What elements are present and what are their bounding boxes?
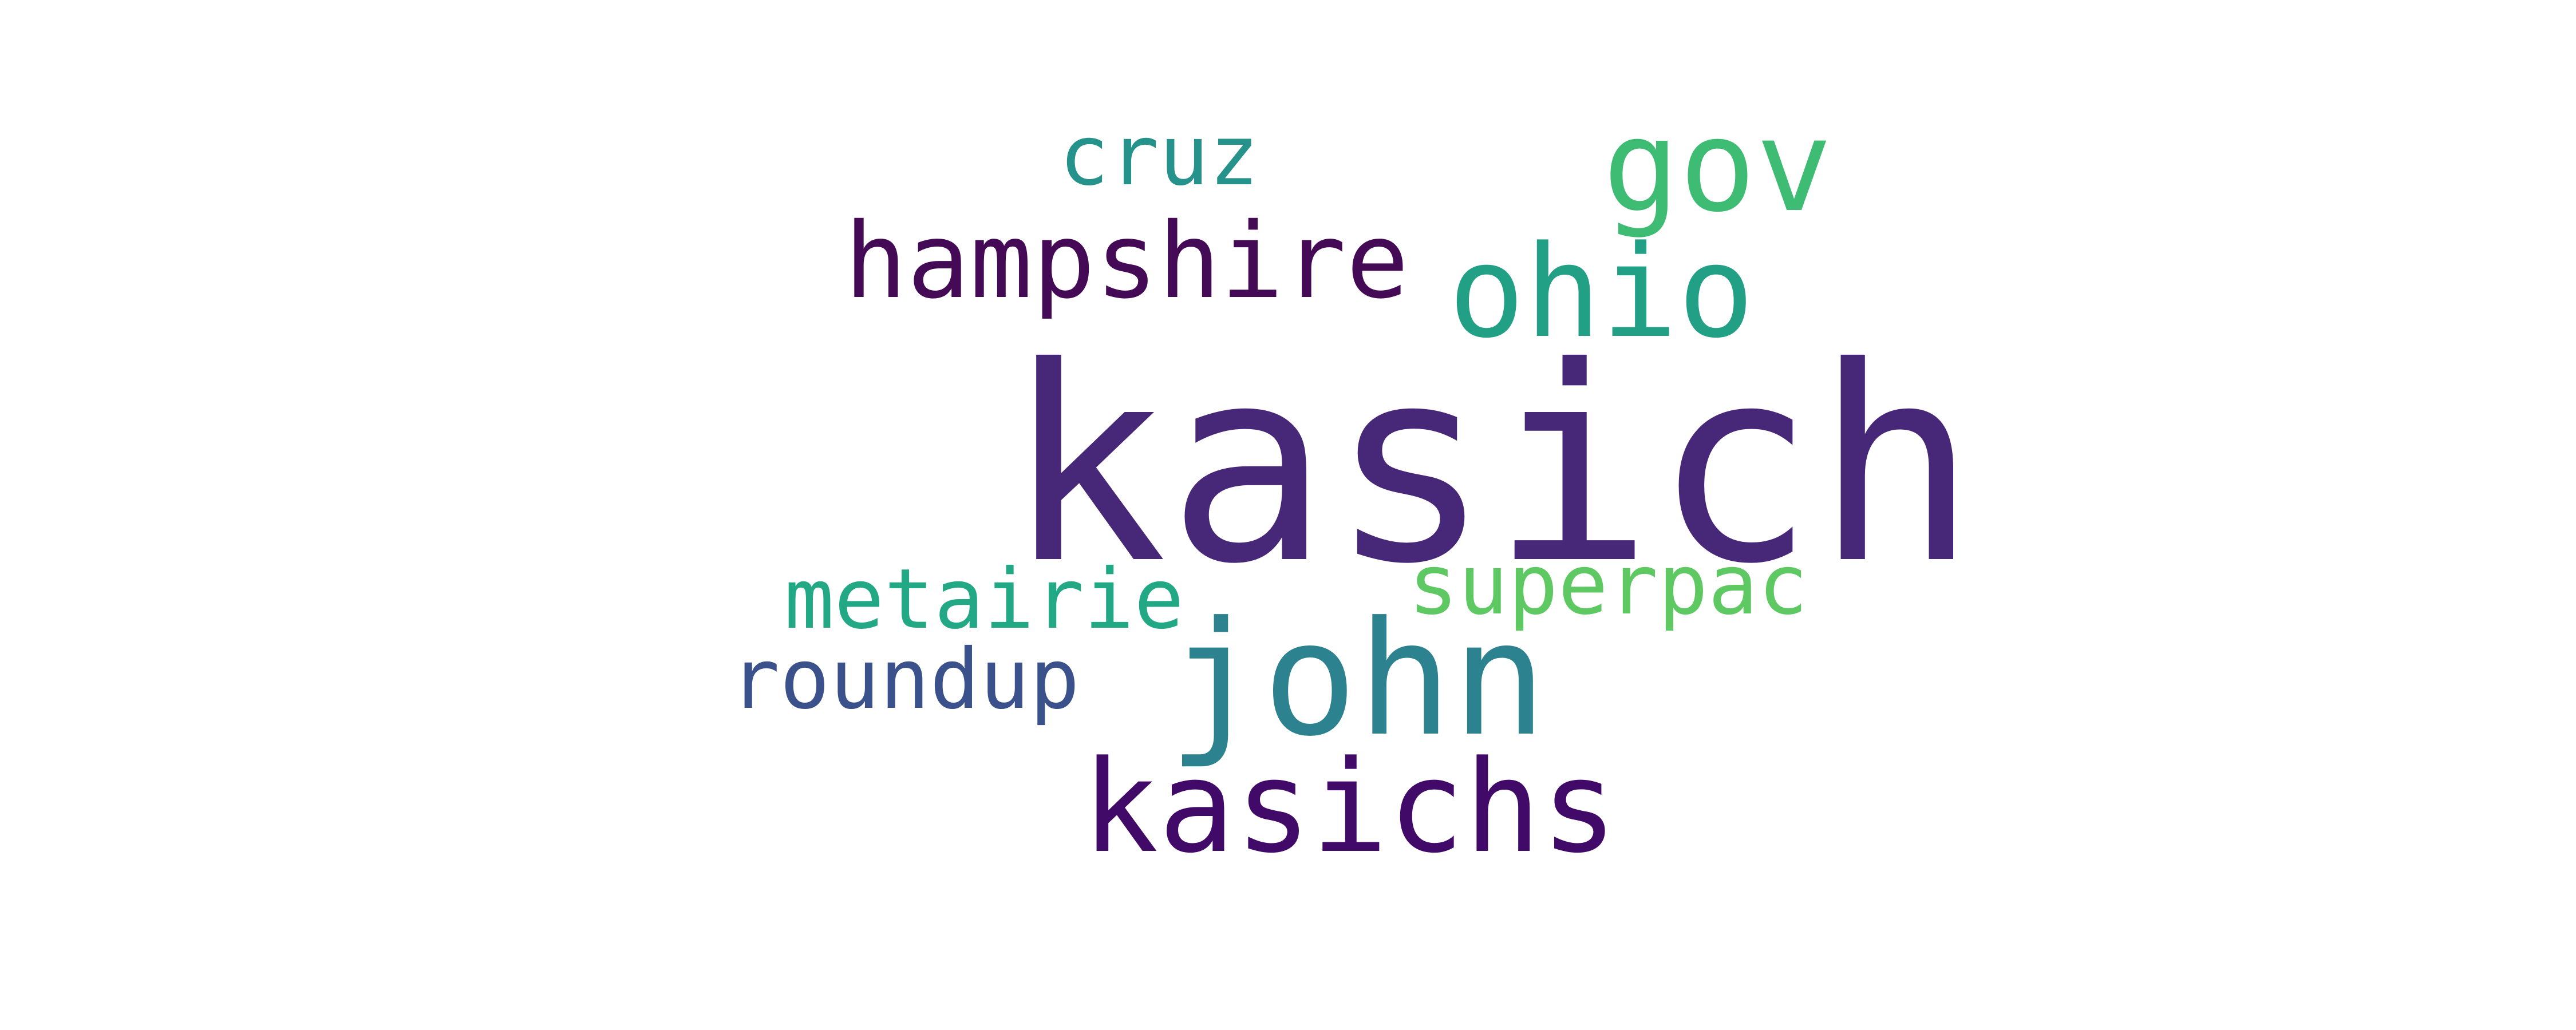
word-kasichs: kasichs: [1082, 734, 1618, 881]
word-roundup: roundup: [730, 631, 1080, 728]
word-john: john: [1168, 588, 1547, 771]
word-cruz: cruz: [1059, 108, 1259, 204]
word-kasich: kasich: [1005, 310, 1977, 623]
word-hampshire: hampshire: [844, 200, 1409, 322]
word-gov: gov: [1603, 93, 1832, 240]
word-superpac: superpac: [1408, 537, 1808, 633]
word-ohio: ohio: [1448, 219, 1755, 366]
word-metairie: metairie: [784, 551, 1184, 648]
